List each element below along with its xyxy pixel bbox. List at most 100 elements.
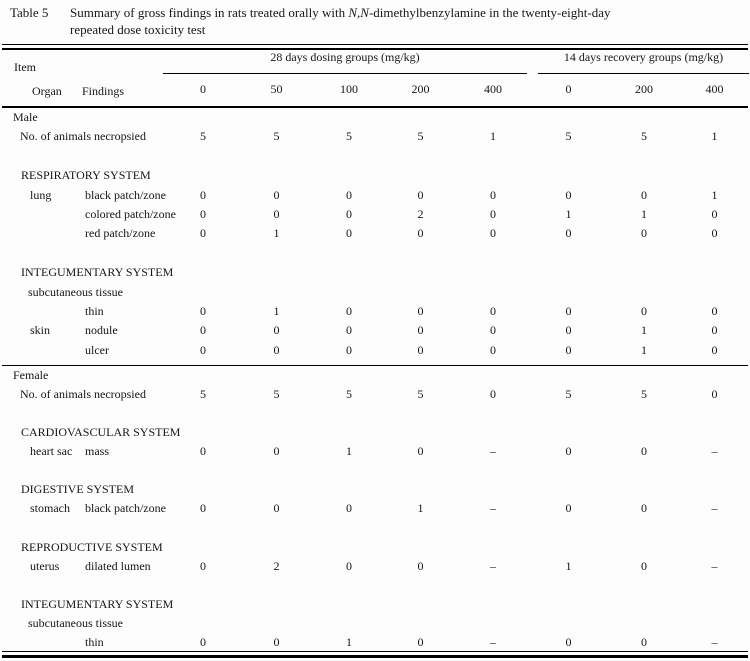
system-row: DIGESTIVE SYSTEM (2, 480, 748, 499)
caption-compound-italic: N,N (348, 5, 369, 20)
value-cell: 0 (490, 342, 496, 357)
system-row: RESPIRATORY SYSTEM (2, 166, 748, 185)
finding-label: red patch/zone (85, 226, 156, 241)
organ-label: uterus (30, 558, 60, 573)
row-label-cell: lung black patch/zone (2, 186, 166, 205)
value-cell: 0 (711, 323, 718, 338)
value-cell: 1 (273, 226, 280, 241)
header-group-recovery-underline (538, 73, 749, 74)
system-header: RESPIRATORY SYSTEM (21, 168, 151, 183)
table-number: Table 5 (10, 5, 49, 20)
system-header: CARDIOVASCULAR SYSTEM (21, 425, 181, 440)
table-title: Table 5 Summary of gross findings in rat… (10, 5, 748, 38)
system-header: DIGESTIVE SYSTEM (21, 482, 134, 497)
dose-col-6: 0 (565, 82, 572, 96)
sex-row: Female (2, 366, 748, 385)
value-cell: 0 (711, 226, 718, 241)
value-cell: 5 (273, 387, 280, 402)
dose-col-2: 50 (270, 82, 283, 96)
sex-row: Male (2, 108, 748, 127)
value-cell: – (490, 444, 496, 459)
value-cell: 0 (200, 558, 206, 573)
value-cell: 0 (417, 634, 424, 649)
value-cell: 0 (565, 634, 572, 649)
dose-col-1: 0 (200, 82, 206, 96)
system-row: CARDIOVASCULAR SYSTEM (2, 423, 748, 442)
header-group-dosing: 28 days dosing groups (mg/kg) (270, 50, 420, 64)
value-cell: 0 (200, 303, 206, 318)
dose-col-8: 400 (705, 82, 724, 96)
header-item-label: Item (14, 60, 36, 74)
value-cell: 0 (711, 206, 718, 221)
value-cell: 0 (490, 303, 496, 318)
system-header: INTEGUMENTARY SYSTEM (21, 265, 174, 280)
value-cell: 0 (200, 226, 206, 241)
value-cell: 0 (346, 558, 352, 573)
value-cell: 0 (565, 226, 572, 241)
value-cell: – (490, 634, 496, 649)
value-cell: 0 (346, 206, 352, 221)
sex-label: Male (13, 110, 38, 124)
sex-label: Female (13, 368, 49, 383)
organ-row: subcutaneous tissue (2, 283, 748, 302)
value-cell: 5 (641, 129, 647, 144)
spacer-row (2, 576, 748, 595)
value-cell: 0 (273, 444, 280, 459)
value-cell: 0 (711, 387, 718, 402)
organ-label: heart sac (30, 444, 73, 459)
value-cell: 0 (417, 444, 424, 459)
value-cell: 5 (273, 129, 280, 144)
value-cell: 0 (346, 342, 352, 357)
spacer-row (2, 404, 748, 423)
finding-row: lung black patch/zone 0 0 0 0 0 0 0 1 (2, 186, 748, 205)
value-cell: 0 (417, 323, 424, 338)
finding-row: colored patch/zone 0 0 0 2 0 1 1 0 (2, 205, 748, 224)
value-cell: 0 (565, 501, 572, 516)
value-cell: 0 (490, 387, 496, 402)
value-cell: 0 (417, 342, 424, 357)
value-cell: 0 (641, 444, 647, 459)
finding-row: uterus dilated lumen 0 2 0 0 – 1 0 – (2, 557, 748, 576)
finding-row: ulcer 0 0 0 0 0 0 1 0 (2, 341, 748, 360)
finding-label: colored patch/zone (85, 206, 176, 221)
value-cell: 0 (200, 501, 206, 516)
system-row: REPRODUCTIVE SYSTEM (2, 538, 748, 557)
row-label-cell: red patch/zone (2, 224, 166, 243)
value-cell: 0 (490, 226, 496, 241)
stat-label: No. of animals necropsied (20, 387, 146, 402)
finding-row: skin nodule 0 0 0 0 0 0 1 0 (2, 321, 748, 340)
finding-row: red patch/zone 0 1 0 0 0 0 0 0 (2, 224, 748, 243)
value-cell: 0 (641, 303, 647, 318)
value-cell: 1 (490, 129, 496, 144)
value-cell: 0 (417, 303, 424, 318)
value-cell: 0 (273, 323, 280, 338)
value-cell: 0 (346, 323, 352, 338)
table-bottom-double-rule (2, 651, 748, 658)
value-cell: – (711, 444, 718, 459)
finding-label: black patch/zone (85, 501, 166, 516)
value-cell: 0 (490, 187, 496, 202)
value-cell: 0 (565, 187, 572, 202)
header-findings-label: Findings (82, 84, 125, 98)
value-cell: 1 (565, 558, 572, 573)
organ-header: subcutaneous tissue (28, 284, 123, 299)
finding-row: stomach black patch/zone 0 0 0 1 – 0 0 – (2, 499, 748, 518)
value-cell: 0 (490, 323, 496, 338)
row-label-cell: No. of animals necropsied (2, 127, 166, 146)
value-cell: – (711, 501, 718, 516)
finding-label: nodule (85, 323, 118, 338)
dose-row-spacer (2, 77, 166, 101)
value-cell: 0 (200, 342, 206, 357)
spacer-row (2, 461, 748, 480)
value-cell: 0 (346, 303, 352, 318)
value-cell: 0 (200, 634, 206, 649)
value-cell: 1 (346, 444, 352, 459)
value-cell: 0 (641, 558, 647, 573)
table-section-male: Male No. of animals necropsied 5 5 5 5 1 5 5 1 RES… (2, 108, 748, 367)
dose-col-3: 100 (340, 82, 358, 96)
spacer-row (2, 518, 748, 537)
finding-row: thin 0 1 0 0 0 0 0 0 (2, 302, 748, 321)
finding-row: thin 0 0 1 0 – 0 0 – (2, 633, 748, 652)
row-label-cell: thin (2, 302, 166, 321)
row-label-cell: ulcer (2, 341, 166, 360)
